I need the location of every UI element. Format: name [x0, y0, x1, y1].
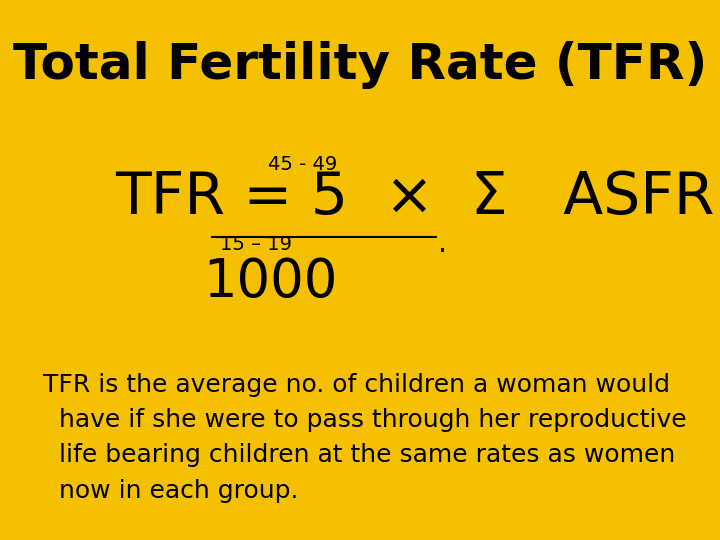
Text: .: . [438, 230, 446, 258]
Text: Total Fertility Rate (TFR): Total Fertility Rate (TFR) [13, 41, 707, 89]
Text: 15 – 19: 15 – 19 [220, 234, 292, 254]
Text: 45 - 49: 45 - 49 [268, 155, 337, 174]
Text: TFR = 5  ×  Σ   ASFR: TFR = 5 × Σ ASFR [115, 168, 715, 226]
Text: 1000: 1000 [203, 256, 337, 308]
Text: TFR is the average no. of children a woman would
  have if she were to pass thro: TFR is the average no. of children a wom… [43, 373, 687, 503]
